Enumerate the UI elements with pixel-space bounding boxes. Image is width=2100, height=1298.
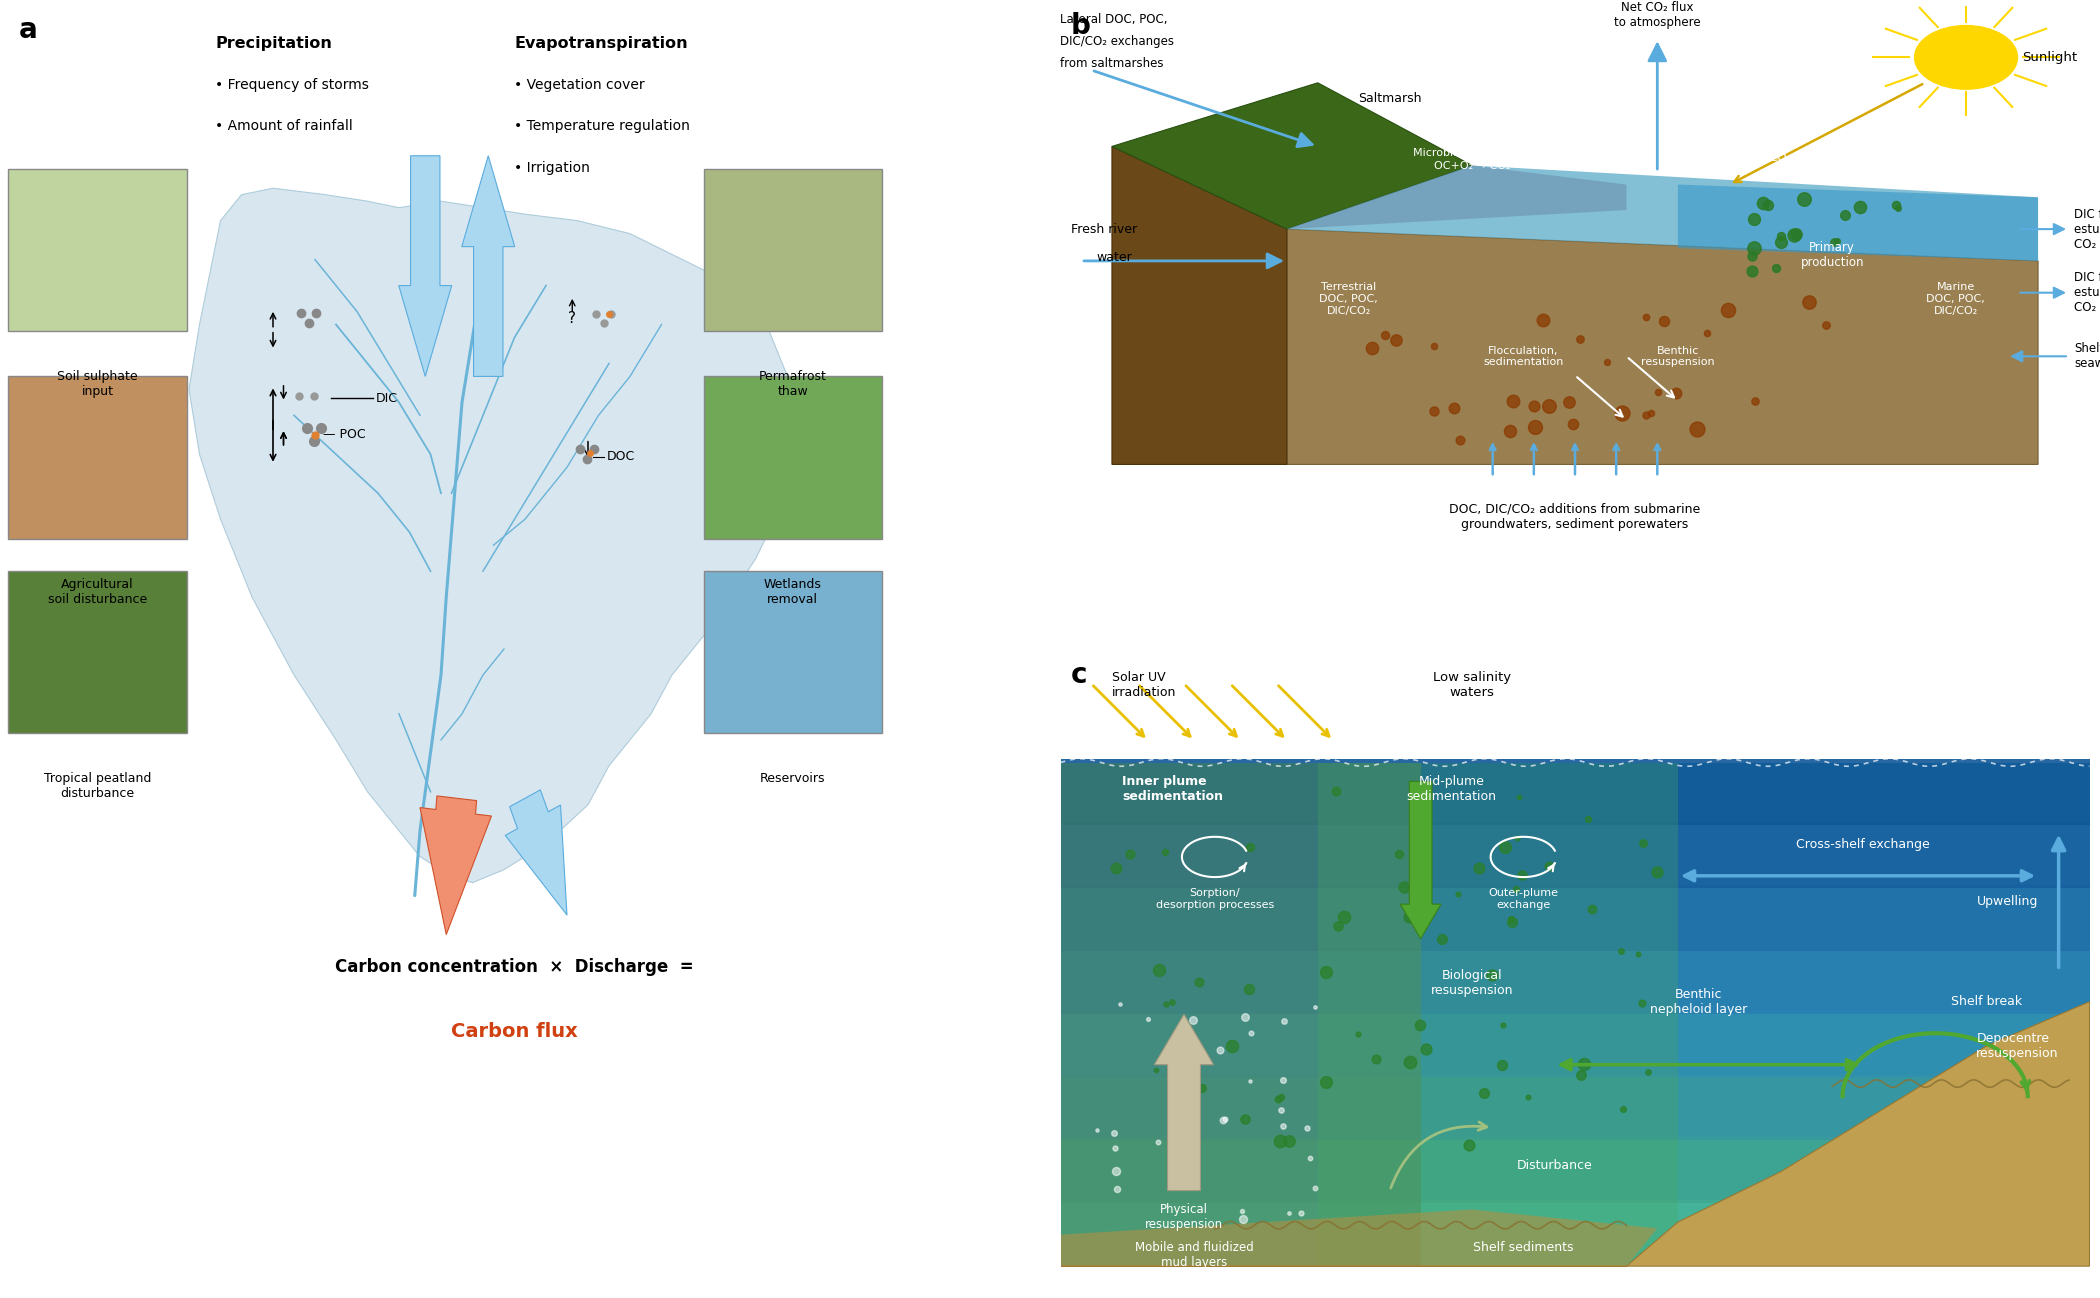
Polygon shape [1287,165,1625,228]
Text: Lateral DOC, POC,: Lateral DOC, POC, [1060,13,1168,26]
Polygon shape [189,188,798,883]
Text: • Temperature regulation: • Temperature regulation [514,119,691,134]
Polygon shape [1287,228,2039,465]
Text: Upwelling: Upwelling [1976,894,2039,907]
Text: Solar UV
irradiation: Solar UV irradiation [1113,671,1176,700]
Text: Mobile and fluidized
mud layers: Mobile and fluidized mud layers [1134,1241,1254,1269]
Text: CO₂
uptake: CO₂ uptake [1760,152,1802,179]
Text: Cross-shelf exchange: Cross-shelf exchange [1796,837,1930,851]
Text: DOC: DOC [607,450,634,463]
FancyBboxPatch shape [704,571,882,733]
Text: Flocculation,
sedimentation: Flocculation, sedimentation [1483,345,1564,367]
Text: Inner plume
sedimentation: Inner plume sedimentation [1121,775,1222,803]
Text: Mid-plume
sedimentation: Mid-plume sedimentation [1407,775,1497,803]
Text: Disturbance: Disturbance [1516,1159,1592,1172]
Text: Depocentre
resuspension: Depocentre resuspension [1976,1032,2058,1059]
Text: — POC: — POC [323,428,365,441]
Text: water: water [1096,252,1132,265]
Text: Shelf sediments: Shelf sediments [1474,1241,1573,1254]
Polygon shape [1113,147,1287,465]
FancyBboxPatch shape [8,376,187,539]
Text: from saltmarshes: from saltmarshes [1060,57,1163,70]
Text: • Amount of rainfall: • Amount of rainfall [214,119,353,134]
Text: Fresh river: Fresh river [1071,222,1136,236]
FancyArrow shape [506,790,567,915]
Text: Biological
resuspension: Biological resuspension [1430,968,1514,997]
Text: Sunlight: Sunlight [2022,51,2077,64]
Polygon shape [1287,165,2039,261]
FancyBboxPatch shape [8,571,187,733]
Text: Soil sulphate
input: Soil sulphate input [57,370,139,398]
FancyBboxPatch shape [704,169,882,331]
Text: • Irrigation: • Irrigation [514,161,590,175]
Text: Benthic
nepheloid layer: Benthic nepheloid layer [1651,988,1747,1016]
Text: DIC: DIC [376,392,397,405]
Text: Tropical peatland
disturbance: Tropical peatland disturbance [44,772,151,801]
Polygon shape [1060,1075,2090,1140]
Text: ?: ? [569,310,575,326]
FancyArrow shape [1401,781,1441,938]
Text: Marine
DOC, POC,
DIC/CO₂: Marine DOC, POC, DIC/CO₂ [1926,283,1984,315]
Polygon shape [1060,1137,2090,1203]
Polygon shape [1060,823,2090,888]
Text: DIC/CO₂ exchanges: DIC/CO₂ exchanges [1060,35,1174,48]
Polygon shape [1060,885,2090,951]
FancyArrow shape [462,156,514,376]
Text: DOC, DIC/CO₂ additions from submarine
groundwaters, sediment porewaters: DOC, DIC/CO₂ additions from submarine gr… [1449,502,1701,531]
Text: Terrestrial
DOC, POC,
DIC/CO₂: Terrestrial DOC, POC, DIC/CO₂ [1319,283,1378,315]
FancyArrow shape [1155,1014,1214,1190]
FancyBboxPatch shape [704,376,882,539]
Polygon shape [1060,759,2090,826]
Circle shape [1915,26,2018,90]
Text: Precipitation: Precipitation [214,36,332,52]
Text: b: b [1071,12,1090,39]
Polygon shape [1060,1201,2090,1266]
Text: Evapotranspiration: Evapotranspiration [514,36,689,52]
Polygon shape [1678,184,2039,261]
Text: • Frequency of storms: • Frequency of storms [214,78,370,92]
Polygon shape [1060,949,2090,1014]
Polygon shape [1060,1002,2090,1266]
Polygon shape [1060,1210,1657,1266]
Text: Saltmarsh: Saltmarsh [1359,92,1422,105]
Text: Net CO₂ flux
to atmosphere: Net CO₂ flux to atmosphere [1615,1,1701,29]
Polygon shape [1060,762,1420,1266]
Polygon shape [1319,762,1678,1266]
Text: Permafrost
thaw: Permafrost thaw [758,370,827,398]
Text: Physical
resuspension: Physical resuspension [1144,1203,1222,1232]
Text: Sorption/
desorption processes: Sorption/ desorption processes [1155,888,1275,910]
Text: • Vegetation cover: • Vegetation cover [514,78,645,92]
Polygon shape [1060,1011,2090,1077]
Text: Benthic
resuspension: Benthic resuspension [1640,345,1716,367]
FancyBboxPatch shape [1060,762,2090,1266]
Polygon shape [1113,83,1472,228]
Text: Shelf
seawater: Shelf seawater [2075,343,2100,370]
Text: Carbon flux: Carbon flux [452,1023,578,1041]
Text: c: c [1071,661,1088,688]
Text: Low salinity
waters: Low salinity waters [1432,671,1512,700]
Text: a: a [19,16,38,44]
FancyArrow shape [399,156,452,376]
Text: DIC flux if
estuary is net
CO₂ sink: DIC flux if estuary is net CO₂ sink [2075,271,2100,314]
Text: Primary
production: Primary production [1800,240,1865,269]
Text: Shelf break: Shelf break [1951,996,2022,1009]
Text: Wetlands
removal: Wetlands removal [764,578,821,606]
FancyBboxPatch shape [8,169,187,331]
FancyArrow shape [420,796,491,935]
Text: Reservoirs: Reservoirs [760,772,825,785]
Text: Outer-plume
exchange: Outer-plume exchange [1489,888,1558,910]
Text: Carbon concentration  ×  Discharge  =: Carbon concentration × Discharge = [336,958,693,976]
Text: Photooxidation:
OC+hv → CO₂
Microbial respiration:
OC+O₂ → CO₂: Photooxidation: OC+hv → CO₂ Microbial re… [1413,122,1531,171]
Text: Agricultural
soil disturbance: Agricultural soil disturbance [48,578,147,606]
Text: DIC flux if
estuary is net
CO₂ source: DIC flux if estuary is net CO₂ source [2075,208,2100,251]
